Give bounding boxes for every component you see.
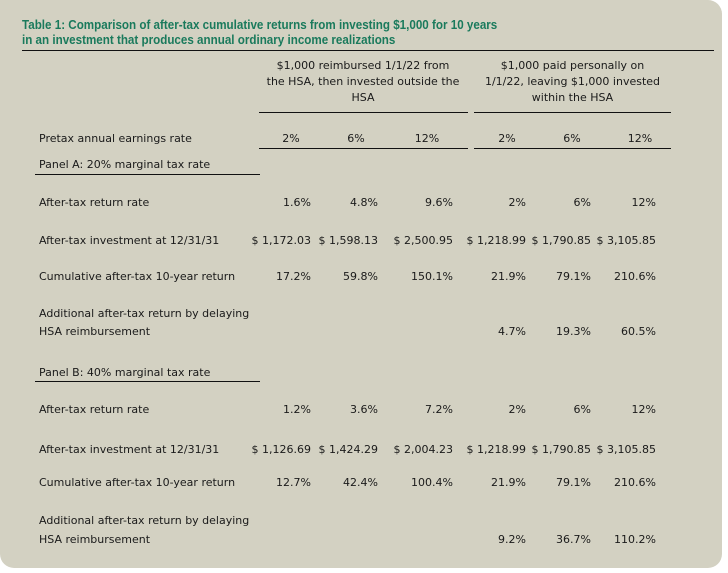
- cell: 36.7%: [556, 533, 591, 546]
- cell: $ 1,172.03: [251, 234, 311, 247]
- group-header-line: $1,000 reimbursed 1/1/22 from: [276, 59, 450, 72]
- cell: $ 1,126.69: [251, 443, 311, 456]
- pretax-rule-1: [259, 148, 468, 149]
- cell: 210.6%: [614, 476, 656, 489]
- cell: 4.8%: [350, 196, 378, 209]
- row-label: Additional after-tax return by delaying: [39, 514, 250, 527]
- cell: $ 1,598.13: [318, 234, 378, 247]
- cell: 60.5%: [621, 325, 656, 338]
- cell: $ 1,790.85: [531, 234, 591, 247]
- cell: 12.7%: [276, 476, 311, 489]
- pretax-value: 12%: [627, 132, 653, 145]
- pretax-value: 2%: [498, 132, 516, 145]
- cell: 9.2%: [498, 533, 526, 546]
- cell: 1.2%: [283, 403, 311, 416]
- cell: 110.2%: [614, 533, 656, 546]
- cell: $ 1,218.99: [466, 234, 526, 247]
- group-header-line: $1,000 paid personally on: [500, 59, 645, 72]
- group-1-rule: [259, 112, 468, 113]
- pretax-label: Pretax annual earnings rate: [39, 132, 192, 145]
- table-title: Table 1: Comparison of after-tax cumulat…: [22, 18, 497, 48]
- group-header-line: the HSA, then invested outside the: [266, 75, 460, 88]
- row-label: After-tax investment at 12/31/31: [39, 443, 220, 456]
- cell: 12%: [631, 196, 656, 209]
- cell: 21.9%: [491, 270, 526, 283]
- cell: 3.6%: [350, 403, 378, 416]
- cell: 21.9%: [491, 476, 526, 489]
- cell: 42.4%: [343, 476, 378, 489]
- row-label: HSA reimbursement: [39, 325, 151, 338]
- table-title-line-2: in an investment that produces annual or…: [22, 33, 396, 47]
- cell: $ 1,790.85: [531, 443, 591, 456]
- cell: 12%: [631, 403, 656, 416]
- cell: 150.1%: [411, 270, 453, 283]
- panel-b-rule: [35, 381, 260, 382]
- pretax-value: 12%: [414, 132, 440, 145]
- cell: $ 3,105.85: [596, 443, 656, 456]
- cell: 79.1%: [556, 270, 591, 283]
- panel-a-title: Panel A: 20% marginal tax rate: [39, 158, 211, 171]
- row-label: Additional after-tax return by delaying: [39, 307, 250, 320]
- cell: 4.7%: [498, 325, 526, 338]
- cell: $ 2,500.95: [393, 234, 453, 247]
- pretax-value: 2%: [282, 132, 300, 145]
- group-2-rule: [474, 112, 671, 113]
- cell: 2%: [508, 196, 526, 209]
- group-header-line: within the HSA: [531, 91, 614, 104]
- panel-b-title: Panel B: 40% marginal tax rate: [39, 366, 211, 379]
- pretax-value: 6%: [563, 132, 581, 145]
- pretax-value: 6%: [347, 132, 365, 145]
- cell: 6%: [573, 196, 591, 209]
- row-label: After-tax investment at 12/31/31: [39, 234, 220, 247]
- cell: 6%: [573, 403, 591, 416]
- cell: $ 3,105.85: [596, 234, 656, 247]
- table-title-line-1: Table 1: Comparison of after-tax cumulat…: [22, 18, 498, 32]
- pretax-rule-2: [474, 148, 671, 149]
- cell: 7.2%: [425, 403, 453, 416]
- row-label: After-tax return rate: [39, 403, 150, 416]
- cell: 2%: [508, 403, 526, 416]
- group-header-line: HSA: [351, 91, 375, 104]
- cell: 210.6%: [614, 270, 656, 283]
- cell: 100.4%: [411, 476, 453, 489]
- cell: $ 1,218.99: [466, 443, 526, 456]
- cell: 59.8%: [343, 270, 378, 283]
- cell: $ 1,424.29: [318, 443, 378, 456]
- row-label: Cumulative after-tax 10-year return: [39, 270, 236, 283]
- cell: 1.6%: [283, 196, 311, 209]
- row-label: Cumulative after-tax 10-year return: [39, 476, 236, 489]
- row-label: HSA reimbursement: [39, 533, 151, 546]
- group-header-reimbursed: $1,000 reimbursed 1/1/22 from the HSA, t…: [252, 58, 474, 106]
- title-rule: [22, 50, 714, 51]
- group-header-paid-personally: $1,000 paid personally on 1/1/22, leavin…: [474, 58, 671, 106]
- row-label: After-tax return rate: [39, 196, 150, 209]
- cell: 19.3%: [556, 325, 591, 338]
- cell: $ 2,004.23: [393, 443, 453, 456]
- cell: 79.1%: [556, 476, 591, 489]
- group-header-line: 1/1/22, leaving $1,000 invested: [484, 75, 661, 88]
- cell: 17.2%: [276, 270, 311, 283]
- panel-a-rule: [35, 174, 260, 175]
- cell: 9.6%: [425, 196, 453, 209]
